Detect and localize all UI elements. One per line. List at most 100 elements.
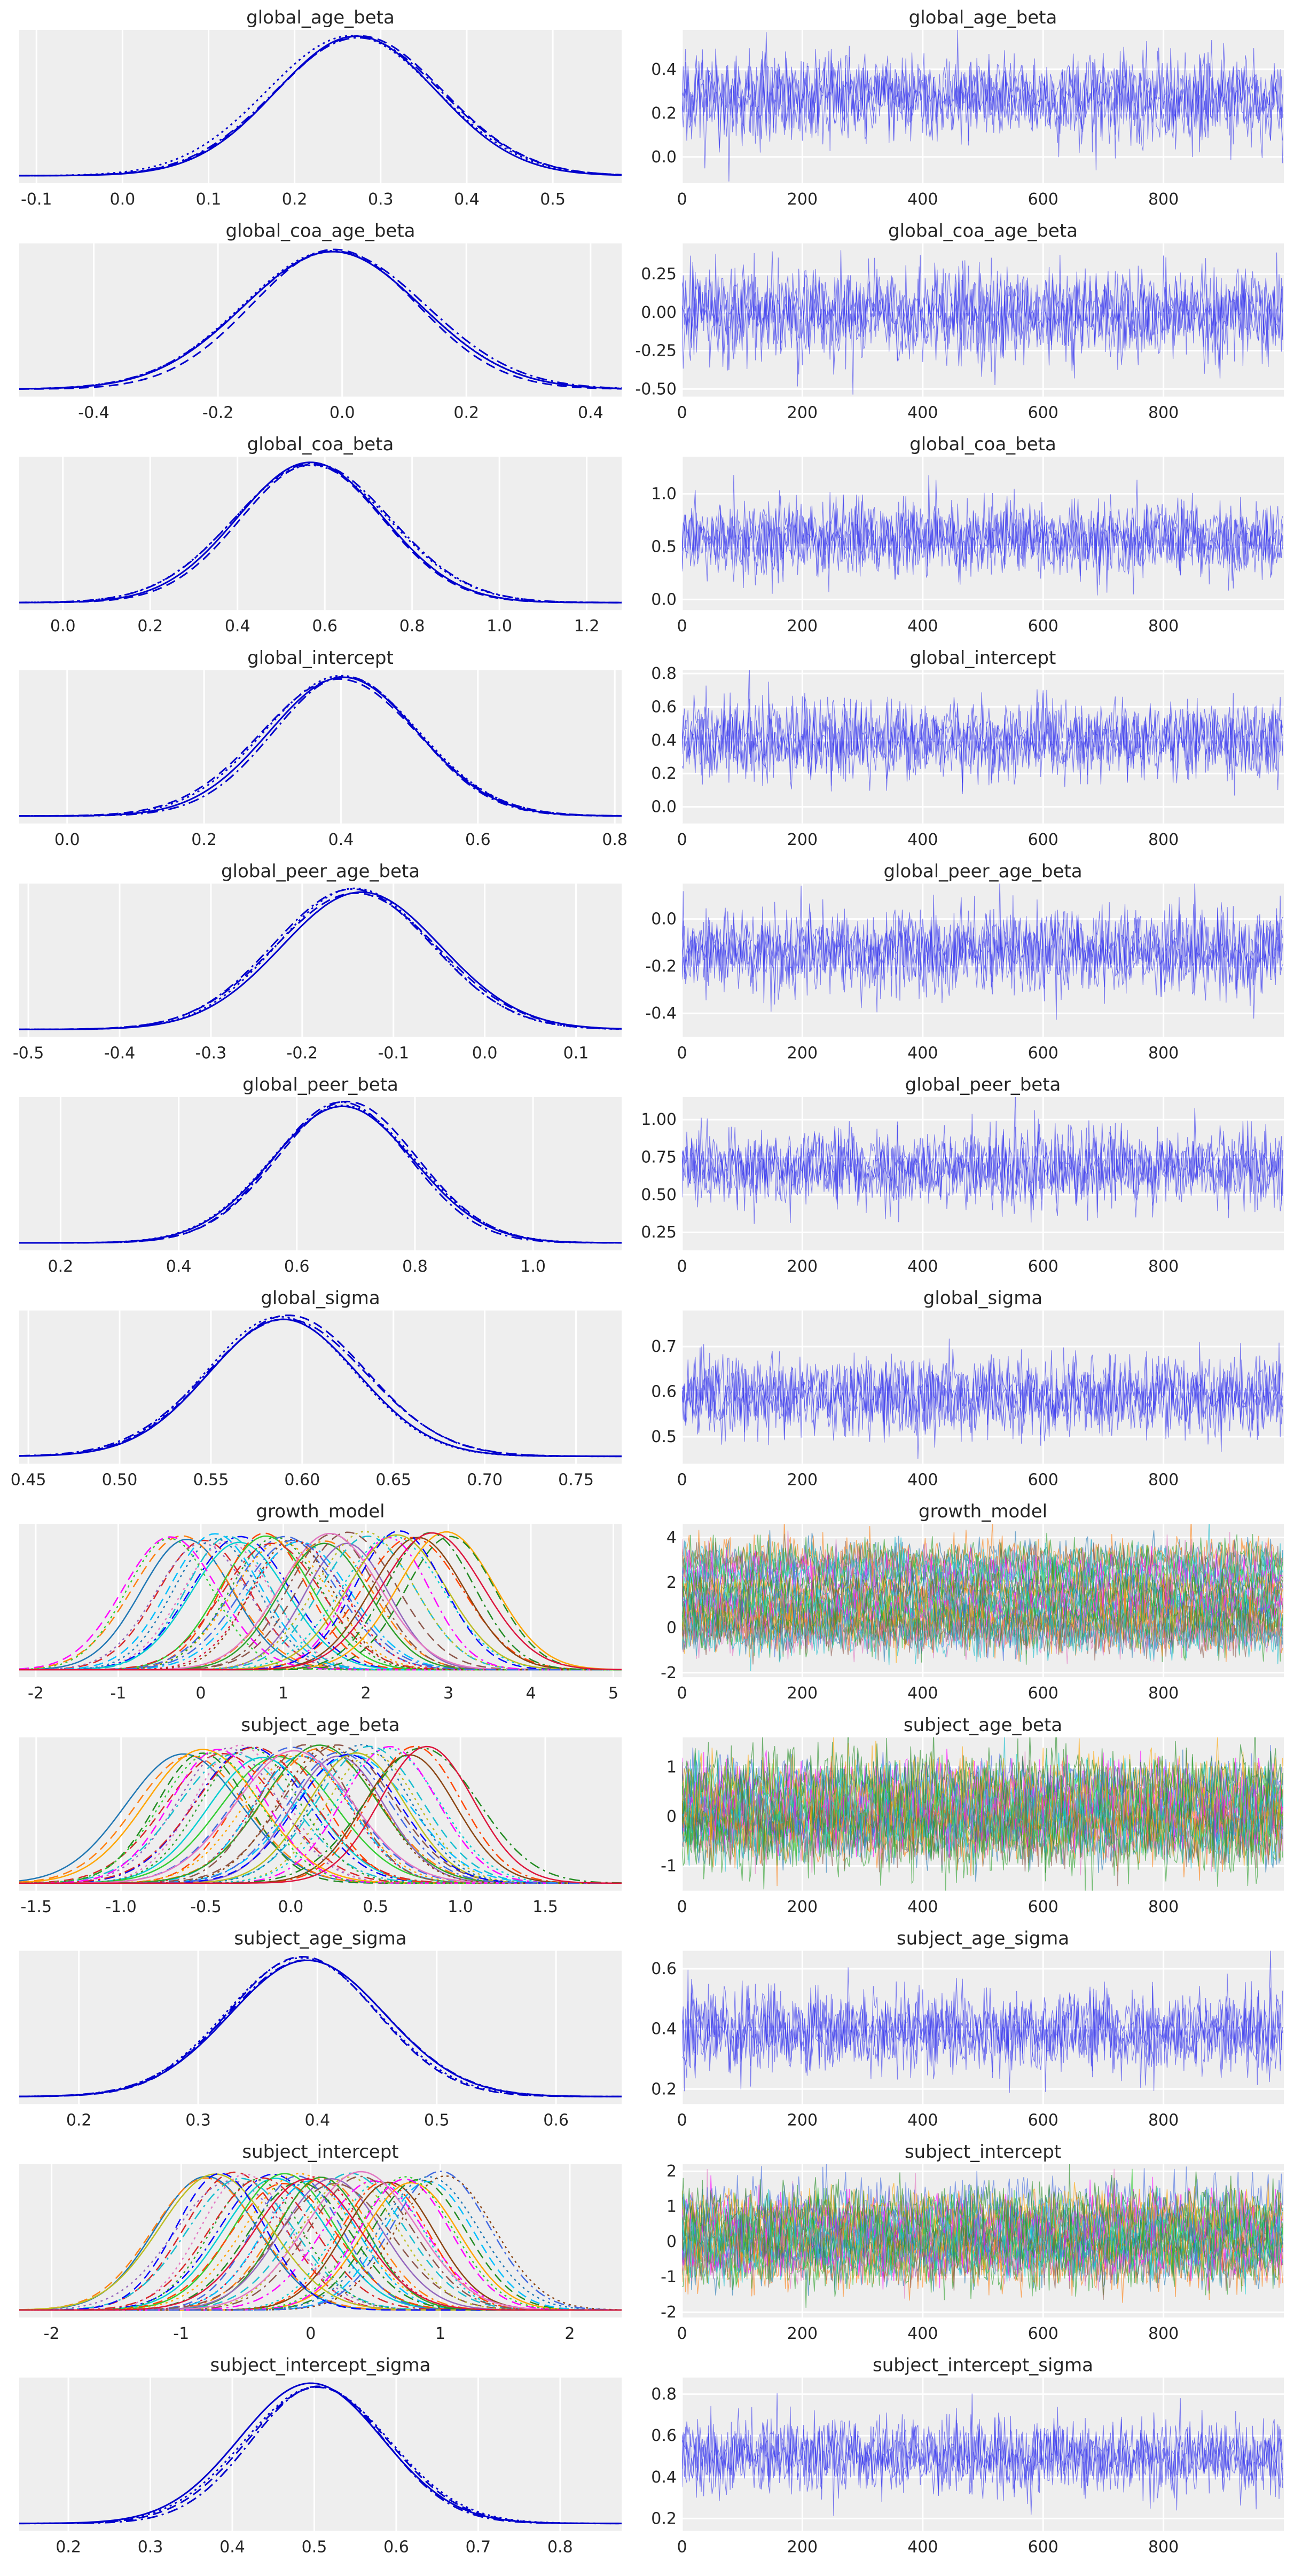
trace-x-tick-label: 600 — [1028, 1471, 1058, 1490]
kde-density-curve-29 — [19, 1747, 622, 1884]
kde-x-tick-label: 2 — [360, 1684, 371, 1703]
trace-chain-line-22 — [682, 1737, 1283, 1845]
trace-title: global_intercept — [910, 647, 1056, 669]
kde-x-tick-label: 0.0 — [110, 190, 136, 209]
trace-x-tick-label: 600 — [1028, 1044, 1058, 1062]
trace-x-tick-label: 800 — [1148, 1684, 1179, 1703]
kde-x-tick-label: -0.1 — [378, 1044, 409, 1062]
trace-x-tick-label: 400 — [907, 2538, 938, 2557]
trace-title: growth_model — [919, 1501, 1047, 1522]
trace-x-tick-label: 400 — [907, 1257, 938, 1276]
kde-panel-background — [19, 457, 622, 610]
kde-panel-background — [19, 1524, 622, 1678]
trace-chain-line-23 — [682, 2164, 1283, 2257]
trace-title: global_peer_age_beta — [883, 860, 1082, 882]
kde-x-tick-label: 0.4 — [225, 617, 250, 636]
kde-x-tick-label: 0.0 — [330, 404, 355, 422]
kde-density-curve-38 — [19, 2181, 622, 2311]
trace-y-tick-label: 0.00 — [641, 303, 677, 322]
kde-density-curve-27 — [19, 1538, 622, 1671]
kde-title: global_intercept — [247, 647, 394, 669]
trace-y-tick-label: 0.25 — [641, 265, 677, 284]
kde-panel-background — [19, 670, 622, 824]
kde-density-curve-1 — [19, 892, 622, 1030]
trace-y-tick-label: -2 — [661, 1664, 677, 1682]
row-global_coa_age_beta: -0.4 -0.2 0.0 0.2 0.4 global_coa_age_beta 0 200… — [19, 221, 1284, 422]
kde-density-curve-25 — [19, 2179, 622, 2311]
trace-x-tick-label: 800 — [1148, 404, 1179, 422]
kde-density-curve-3 — [19, 37, 622, 177]
kde-x-tick-label: 0.2 — [453, 404, 479, 422]
trace-x-tick-label: 400 — [907, 1684, 938, 1703]
trace-chain-line-1 — [682, 895, 1283, 1020]
trace-y-tick-label: 0.6 — [651, 1383, 677, 1401]
trace-chain-line-21 — [682, 2164, 1283, 2251]
kde-x-tick-label: 0.4 — [454, 190, 480, 209]
kde-density-curve-1 — [19, 1100, 622, 1244]
kde-title: global_sigma — [261, 1288, 380, 1309]
trace-chain-line-2 — [682, 1967, 1283, 2086]
kde-x-tick-label: 0.1 — [196, 190, 222, 209]
kde-x-tick-label: 0.65 — [375, 1471, 411, 1490]
trace-chain-line-3 — [682, 2393, 1283, 2511]
trace-x-tick-label: 600 — [1028, 2324, 1058, 2343]
trace-x-tick-label: 200 — [787, 2324, 818, 2343]
kde-density-curve-3 — [19, 1318, 622, 1458]
kde-x-tick-label: 0.45 — [11, 1471, 46, 1490]
trace-x-tick-label: 800 — [1148, 2324, 1179, 2343]
trace-title: global_coa_beta — [909, 434, 1056, 455]
trace-title: global_age_beta — [909, 7, 1057, 28]
kde-title: subject_age_sigma — [234, 1928, 406, 1949]
kde-x-tick-label: -1 — [173, 2324, 189, 2343]
kde-x-tick-label: 1 — [278, 1684, 288, 1703]
trace-x-tick-label: 600 — [1028, 2111, 1058, 2129]
trace-x-tick-label: 400 — [907, 404, 938, 422]
trace-chain-line-3 — [682, 883, 1283, 1012]
trace-y-tick-label: 0.5 — [651, 1428, 677, 1446]
trace-y-tick-label: 0.75 — [641, 1148, 677, 1167]
trace-x-tick-label: 0 — [677, 2324, 687, 2343]
trace-title: subject_intercept — [905, 2141, 1061, 2163]
kde-x-tick-label: -0.3 — [195, 1044, 227, 1062]
trace-x-tick-label: 200 — [787, 831, 818, 849]
kde-x-tick-label: 0.2 — [191, 831, 217, 849]
trace-y-tick-label: 0.4 — [651, 731, 677, 750]
kde-x-tick-label: 0.0 — [278, 1898, 304, 1916]
trace-y-tick-label: 0.50 — [641, 1186, 677, 1204]
kde-density-curve-1 — [19, 248, 622, 390]
trace-chain-line-3 — [682, 1097, 1283, 1223]
trace-x-tick-label: 200 — [787, 1257, 818, 1276]
trace-title: subject_age_sigma — [897, 1928, 1069, 1949]
trace-y-tick-label: -0.4 — [645, 1004, 677, 1023]
trace-x-tick-label: 0 — [677, 1898, 687, 1916]
kde-density-curve-29 — [19, 1543, 622, 1671]
trace-y-tick-label: 4 — [666, 1529, 677, 1547]
kde-panel-background — [19, 1097, 622, 1250]
row-global_peer_beta: 0.2 0.4 0.6 0.8 1.0 global_peer_beta 0 200 400 60… — [19, 1074, 1284, 1276]
kde-density-curve-35 — [19, 1538, 622, 1671]
trace-chain-line-2 — [682, 1110, 1283, 1218]
trace-y-tick-label: 0.6 — [651, 698, 677, 716]
trace-y-tick-label: -2 — [661, 2303, 677, 2322]
kde-panel-background — [19, 2164, 622, 2317]
trace-x-tick-label: 400 — [907, 2111, 938, 2129]
kde-x-tick-label: 1 — [435, 2324, 445, 2343]
kde-density-curve-3 — [19, 250, 622, 390]
kde-x-tick-label: 0.4 — [328, 831, 354, 849]
trace-x-tick-label: 0 — [677, 190, 687, 209]
kde-x-tick-label: 0.2 — [56, 2538, 81, 2557]
trace-x-tick-label: 800 — [1148, 2111, 1179, 2129]
kde-x-tick-label: -2 — [44, 2324, 60, 2343]
trace-y-tick-label: 1.00 — [641, 1110, 677, 1129]
trace-chain-line-3 — [682, 253, 1283, 387]
kde-density-curve-39 — [19, 1745, 622, 1884]
kde-density-curve-22 — [19, 2181, 622, 2311]
trace-chain-line-25 — [682, 1583, 1283, 1663]
trace-x-tick-label: 200 — [787, 2538, 818, 2557]
kde-x-tick-label: 0.1 — [563, 1044, 589, 1062]
kde-density-curve-3 — [19, 463, 622, 604]
trace-y-tick-label: 0.4 — [651, 2020, 677, 2039]
trace-x-tick-label: 200 — [787, 1684, 818, 1703]
trace-y-tick-label: 0.7 — [651, 1337, 677, 1356]
kde-x-tick-label: 0.4 — [305, 2111, 331, 2129]
